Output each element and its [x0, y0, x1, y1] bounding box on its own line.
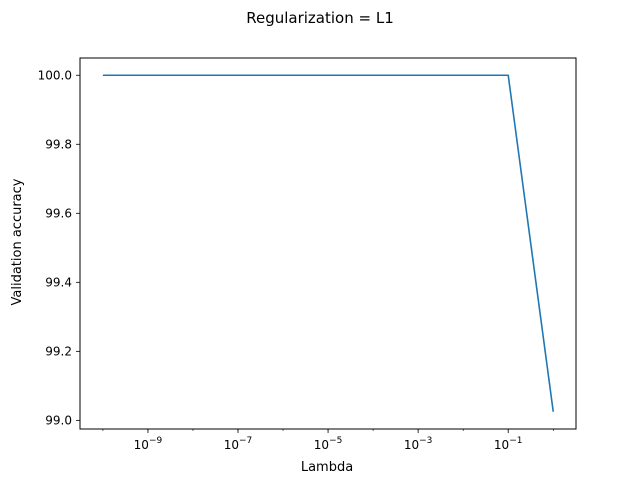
plot-area [102, 74, 555, 412]
y-tick-label: 99.2 [45, 344, 72, 358]
x-tick-label: 10−7 [224, 436, 253, 452]
y-axis-label: Validation accuracy [10, 178, 25, 305]
y-axis-ticks: 99.0 99.2 99.4 99.6 99.8 100.0 [38, 68, 80, 427]
x-axis-label: Lambda [301, 460, 353, 475]
x-tick-label: 10−1 [494, 436, 523, 452]
x-axis-ticks: 10−9 10−7 10−5 10−3 10−1 [102, 429, 554, 452]
x-tick-label: 10−5 [314, 436, 343, 452]
axes-frame [79, 57, 577, 430]
y-tick-label: 99.4 [45, 275, 72, 289]
y-tick-label: 100.0 [38, 68, 72, 82]
series-line-0 [102, 74, 555, 412]
y-tick-label: 99.8 [45, 137, 72, 151]
x-tick-label: 10−3 [404, 436, 433, 452]
chart-title: Regularization = L1 [246, 9, 394, 27]
y-tick-label: 99.6 [45, 206, 72, 220]
y-tick-label: 99.0 [45, 413, 72, 427]
x-tick-label: 10−9 [134, 436, 163, 452]
